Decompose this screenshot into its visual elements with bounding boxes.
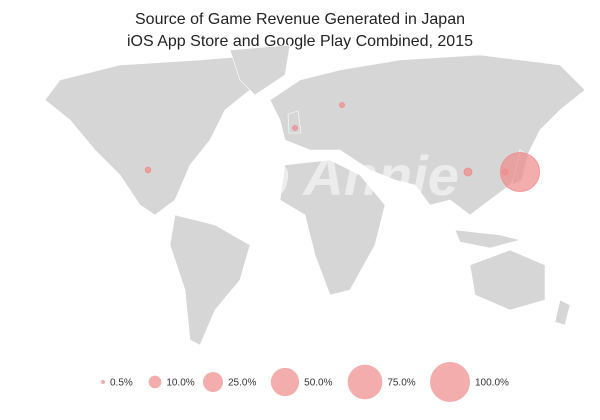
south-america <box>169 214 251 346</box>
legend-label: 10.0% <box>166 378 194 389</box>
north-america <box>44 54 261 216</box>
legend-bubble <box>203 372 223 392</box>
legend-bubble <box>270 367 300 397</box>
legend-label: 50.0% <box>304 378 332 389</box>
legend-bubble <box>101 380 105 384</box>
chart-title: Source of Game Revenue Generated in Japa… <box>135 11 465 28</box>
australia <box>469 249 546 311</box>
legend-bubble <box>148 375 162 389</box>
legend-label: 75.0% <box>387 378 415 389</box>
revenue-bubble <box>500 152 540 192</box>
revenue-bubble <box>339 102 345 108</box>
legend-label: 0.5% <box>110 378 133 389</box>
africa <box>279 159 386 296</box>
revenue-bubble <box>292 125 298 131</box>
revenue-bubble <box>144 166 152 174</box>
watermark: App Annie <box>179 144 459 207</box>
indonesia <box>454 229 522 249</box>
revenue-bubble <box>463 167 473 177</box>
chart-subtitle: iOS App Store and Google Play Combined, … <box>127 33 473 50</box>
new-zealand <box>554 299 571 326</box>
revenue-bubble <box>501 168 509 176</box>
greenland <box>229 44 291 96</box>
legend-bubble <box>347 364 383 400</box>
legend-label: 100.0% <box>475 378 509 389</box>
legend-bubble <box>430 362 470 402</box>
legend-label: 25.0% <box>228 378 256 389</box>
